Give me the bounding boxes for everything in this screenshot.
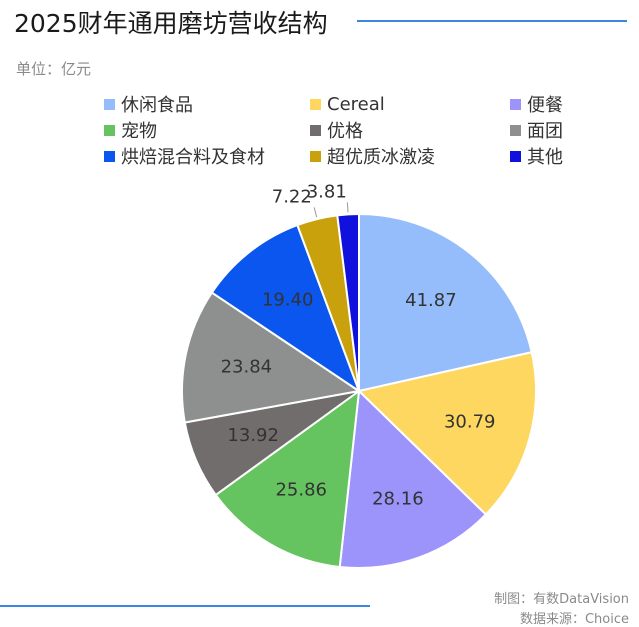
pie-slice-2	[338, 388, 488, 569]
bottom-divider	[0, 605, 370, 607]
legend-swatch	[310, 98, 321, 110]
data-label-4: 13.92	[227, 425, 279, 446]
legend-item-7: 超优质冰激凌	[310, 144, 435, 168]
pie-slice-6	[210, 223, 362, 394]
legend-label: 休闲食品	[121, 95, 193, 116]
pie-slice-3	[214, 388, 361, 569]
legend-swatch	[104, 98, 115, 110]
legend-swatch	[510, 124, 521, 136]
title-divider	[357, 20, 627, 22]
legend-label: 便餐	[527, 95, 563, 116]
legend-item-0: 休闲食品	[104, 92, 193, 116]
pie-slice-0	[358, 212, 533, 393]
credit-source: 数据来源：Choice	[519, 612, 629, 627]
data-label-5: 23.84	[221, 357, 273, 378]
legend-label: 其他	[527, 147, 563, 168]
legend-item-3: 宠物	[104, 118, 157, 142]
pie-slice-5	[181, 291, 362, 424]
leader-line-8	[346, 202, 349, 213]
legend-label: 优格	[327, 121, 363, 142]
pie-slice-1	[356, 351, 537, 516]
legend-swatch	[104, 150, 115, 162]
legend-label: 烘焙混合料及食材	[121, 147, 265, 168]
legend-swatch	[510, 150, 521, 162]
data-label-7: 7.22	[272, 187, 312, 208]
data-label-6: 19.40	[262, 290, 314, 311]
legend-label: 超优质冰激凌	[327, 147, 435, 168]
data-label-3: 25.86	[275, 480, 327, 501]
legend-label: 宠物	[121, 121, 157, 142]
legend-item-6: 烘焙混合料及食材	[104, 144, 265, 168]
legend-swatch	[510, 98, 521, 110]
credit-maker: 制图：有数DataVision	[494, 592, 629, 607]
legend-swatch	[104, 124, 115, 136]
data-label-8: 3.81	[307, 181, 347, 202]
legend-swatch	[310, 150, 321, 162]
legend-item-5: 面团	[510, 118, 563, 142]
legend-item-1: Cereal	[310, 92, 385, 116]
leader-line-7	[313, 207, 318, 218]
pie-slice-8	[336, 212, 360, 392]
legend-item-8: 其他	[510, 144, 563, 168]
legend: 休闲食品 Cereal 便餐 宠物 优格 面团 烘焙混合料及食材 超优质冰激凌 …	[104, 92, 624, 168]
unit-label: 单位：亿元	[16, 60, 92, 78]
data-label-1: 30.79	[444, 411, 496, 432]
legend-swatch	[310, 124, 321, 136]
legend-label: 面团	[527, 121, 563, 142]
legend-label: Cereal	[327, 93, 385, 115]
legend-item-4: 优格	[310, 118, 363, 142]
data-label-0: 41.87	[405, 290, 457, 311]
chart-title: 2025财年通用磨坊营收结构	[14, 9, 328, 38]
data-label-2: 28.16	[372, 488, 424, 509]
legend-item-2: 便餐	[510, 92, 563, 116]
